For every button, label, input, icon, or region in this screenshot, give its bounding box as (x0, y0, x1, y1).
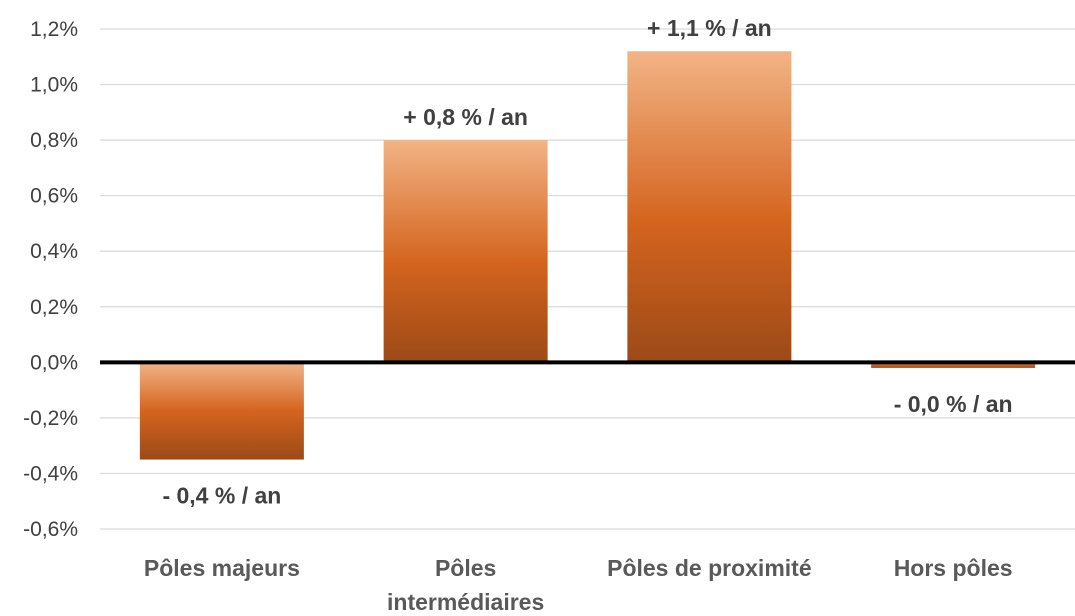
bar (871, 362, 1036, 368)
y-tick-label: 0,2% (30, 296, 78, 319)
y-tick-label: 0,4% (30, 240, 78, 263)
y-tick-label: 1,2% (30, 18, 78, 41)
bar (383, 140, 548, 363)
category-label: Pôles intermédiaires (387, 555, 544, 615)
y-tick-label: 1,0% (30, 74, 78, 97)
bar (627, 51, 792, 363)
data-label: + 0,8 % / an (403, 104, 528, 130)
x-axis-category-labels: Pôles majeurs Pôles intermédiaires Pôles de… (144, 555, 1013, 615)
y-tick-label: -0,6% (23, 518, 78, 541)
bar (139, 362, 304, 460)
y-axis-tick-labels: -0,6% -0,4% -0,2% 0,0% 0,2% 0,4% 0,6% 0,8% 1,0% 1… (23, 18, 78, 541)
data-labels: - 0,4 % / an + 0,8 % / an + 1,1 % / an - 0,… (162, 15, 1012, 508)
y-tick-label: -0,2% (23, 407, 78, 430)
category-label: Pôles de proximité (607, 555, 812, 581)
y-tick-label: 0,6% (30, 185, 78, 208)
y-tick-label: 0,8% (30, 129, 78, 152)
bars (139, 51, 1036, 460)
category-label: Hors pôles (894, 555, 1013, 581)
y-tick-label: -0,4% (23, 462, 78, 485)
data-label: - 0,0 % / an (894, 391, 1013, 417)
data-label: + 1,1 % / an (647, 15, 772, 41)
category-label: Pôles majeurs (144, 555, 300, 581)
y-tick-label: 0,0% (30, 351, 78, 374)
data-label: - 0,4 % / an (162, 483, 281, 509)
